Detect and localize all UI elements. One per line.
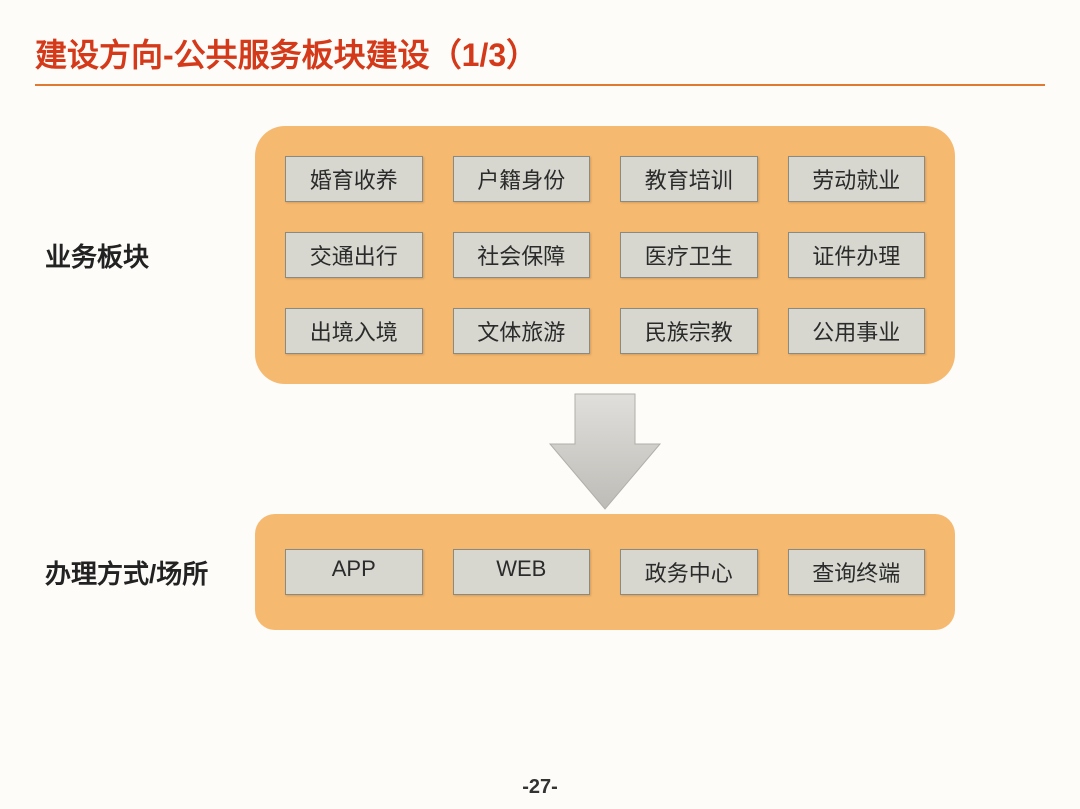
title-rule xyxy=(35,84,1045,86)
channel-section-label: 办理方式/场所 xyxy=(45,554,255,591)
chip-transport: 交通出行 xyxy=(285,232,423,278)
slide-title: 建设方向-公共服务板块建设（1/3） xyxy=(35,30,1045,76)
chip-marriage: 婚育收养 xyxy=(285,156,423,202)
chip-border: 出境入境 xyxy=(285,308,423,354)
business-row-2: 出境入境 文体旅游 民族宗教 公用事业 xyxy=(285,308,925,354)
down-arrow-icon xyxy=(545,384,665,514)
slide-container: 建设方向-公共服务板块建设（1/3） 业务板块 婚育收养 户籍身份 教育培训 劳… xyxy=(0,0,1080,809)
business-section-label: 业务板块 xyxy=(45,237,255,274)
business-row-0: 婚育收养 户籍身份 教育培训 劳动就业 xyxy=(285,156,925,202)
chip-education: 教育培训 xyxy=(620,156,758,202)
chip-gov-center: 政务中心 xyxy=(620,549,758,595)
chip-household: 户籍身份 xyxy=(453,156,591,202)
business-section-row: 业务板块 婚育收养 户籍身份 教育培训 劳动就业 交通出行 社会保障 医疗卫生 … xyxy=(45,126,1045,384)
chip-ethnic-religion: 民族宗教 xyxy=(620,308,758,354)
chip-app: APP xyxy=(285,549,423,595)
channel-section-row: 办理方式/场所 APP WEB 政务中心 查询终端 xyxy=(45,514,1045,630)
business-panel: 婚育收养 户籍身份 教育培训 劳动就业 交通出行 社会保障 医疗卫生 证件办理 … xyxy=(255,126,955,384)
page-number: -27- xyxy=(522,776,558,799)
chip-kiosk: 查询终端 xyxy=(788,549,926,595)
chip-culture-tourism: 文体旅游 xyxy=(453,308,591,354)
chip-social-security: 社会保障 xyxy=(453,232,591,278)
chip-web: WEB xyxy=(453,549,591,595)
channel-panel: APP WEB 政务中心 查询终端 xyxy=(255,514,955,630)
arrow-wrap xyxy=(255,384,955,514)
chip-employment: 劳动就业 xyxy=(788,156,926,202)
chip-utilities: 公用事业 xyxy=(788,308,926,354)
chip-certificates: 证件办理 xyxy=(788,232,926,278)
chip-medical: 医疗卫生 xyxy=(620,232,758,278)
business-row-1: 交通出行 社会保障 医疗卫生 证件办理 xyxy=(285,232,925,278)
